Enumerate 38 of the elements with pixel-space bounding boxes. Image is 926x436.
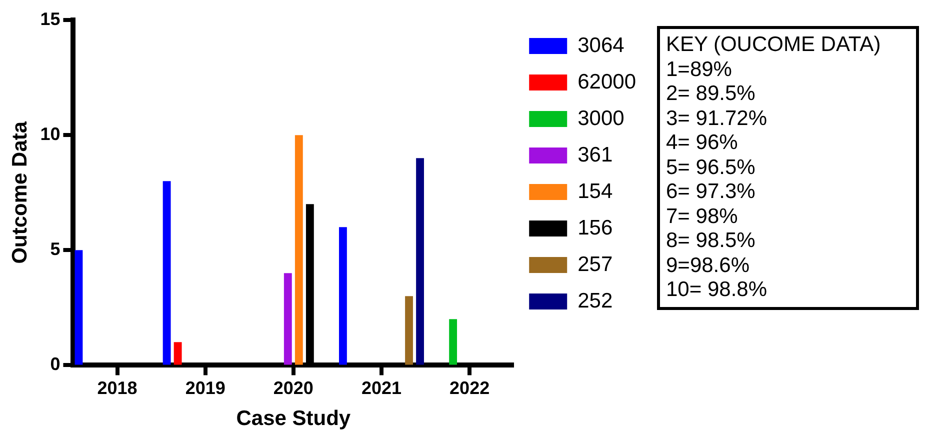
y-tick-label: 15 [40,8,60,29]
y-tick-label: 0 [50,354,60,374]
legend-label: 252 [578,289,613,312]
legend-label: 154 [578,180,613,203]
text: 4= 96% [666,131,739,156]
bar [294,135,303,365]
text: 3= 91.72% [666,106,768,131]
text: 7= 98% [666,204,739,229]
x-axis-title: Case Study [236,407,351,430]
bar [284,273,292,365]
x-tick-label: 2018 [97,378,138,398]
text: KEY (OUCOME DATA) [666,33,882,58]
text: 10= 98.8% [666,278,768,302]
y-tick-label: 10 [40,124,60,144]
y-axis-title: Outcome Data [8,121,32,264]
legend-label: 361 [578,143,613,166]
y-tick-label: 5 [50,239,60,260]
text: 8= 98.5% [666,229,756,254]
bar [174,342,182,365]
text: 9=98.6% [666,254,750,278]
legend-label: 62000 [578,70,636,94]
bar [416,158,424,365]
legend-label: 156 [578,216,613,240]
text: 1=89% [666,58,733,82]
legend-label: 3000 [578,106,624,130]
x-tick-label: 2022 [450,378,490,398]
bar [162,181,171,365]
legend-label: 3064 [578,34,625,57]
text: 5= 96.5% [666,156,756,180]
x-tick-label: 2020 [273,378,314,398]
bar [405,296,413,365]
bar [449,319,458,365]
bar [338,227,347,365]
x-tick-label: 2021 [361,378,402,398]
legend-label: 257 [578,252,613,276]
x-tick-label: 2019 [185,378,226,398]
text: 6= 97.3% [666,180,756,204]
text: 2= 89.5% [666,82,756,106]
